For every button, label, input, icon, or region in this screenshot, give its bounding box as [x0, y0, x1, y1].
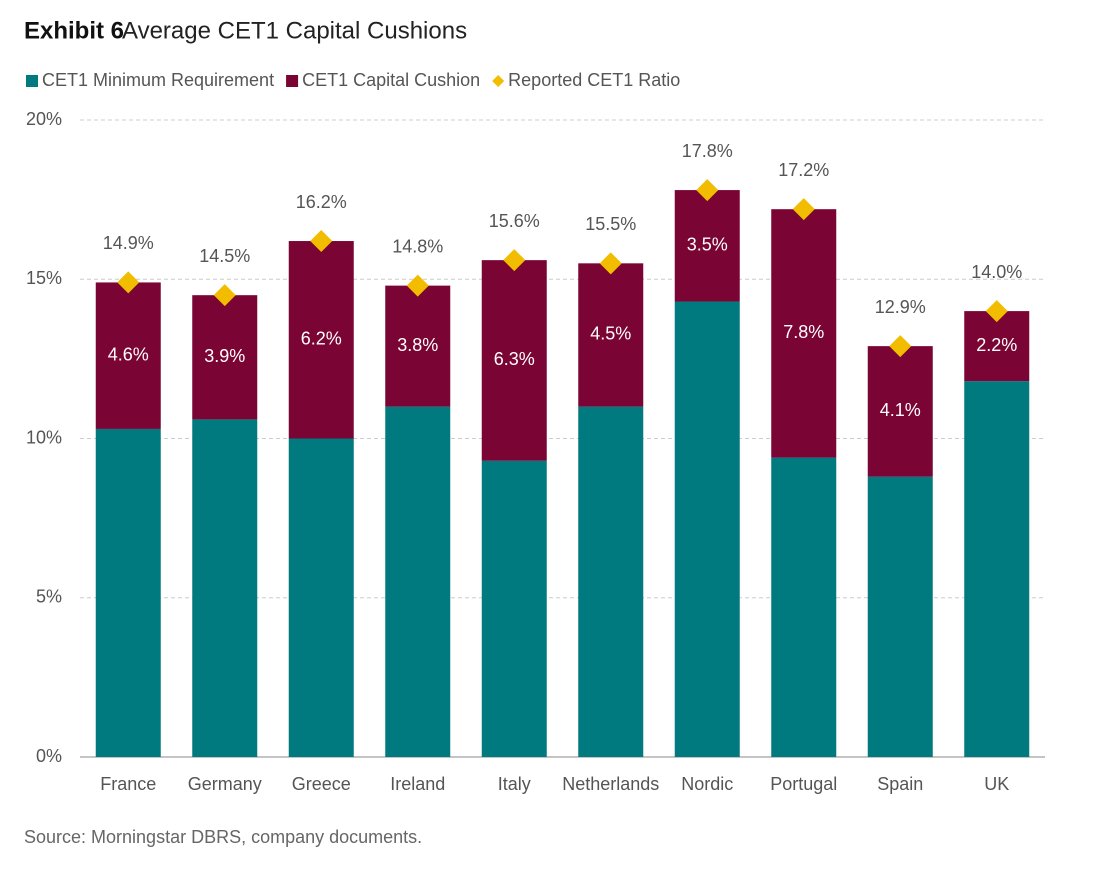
- reported-marker: [117, 271, 140, 294]
- data-label: 6.2%: [301, 329, 342, 349]
- x-tick-label: Spain: [877, 774, 923, 794]
- data-label: 15.6%: [489, 211, 540, 231]
- legend-label: Reported CET1 Ratio: [508, 70, 680, 90]
- x-tick-label: Italy: [498, 774, 531, 794]
- data-label: 16.2%: [296, 192, 347, 212]
- data-label: 14.0%: [971, 262, 1022, 282]
- data-label: 17.8%: [682, 141, 733, 161]
- bar-segment: [385, 406, 451, 757]
- reported-marker: [503, 249, 526, 272]
- data-label: 15.5%: [585, 214, 636, 234]
- bar-segment: [867, 346, 933, 477]
- reported-marker: [985, 300, 1008, 323]
- data-label: 4.6%: [108, 344, 149, 364]
- legend-swatch: [286, 75, 299, 87]
- data-label: 17.2%: [778, 160, 829, 180]
- reported-marker: [213, 284, 236, 307]
- data-label: 3.9%: [204, 346, 245, 366]
- bar-segment: [95, 428, 161, 757]
- x-tick-label: France: [100, 774, 156, 794]
- y-tick-label: 10%: [26, 427, 62, 447]
- x-tick-label: Portugal: [770, 774, 837, 794]
- reported-marker: [696, 179, 719, 202]
- bar-segment: [288, 241, 354, 439]
- chart-title: Average CET1 Capital Cushions: [122, 17, 467, 44]
- reported-marker: [599, 252, 622, 275]
- bar-segment: [674, 190, 740, 302]
- chart-title-prefix: Exhibit 6: [24, 17, 124, 44]
- data-label: 14.9%: [103, 233, 154, 253]
- x-tick-label: Greece: [292, 774, 351, 794]
- y-tick-label: 0%: [36, 746, 62, 766]
- data-label: 12.9%: [875, 297, 926, 317]
- data-label: 14.8%: [392, 236, 443, 256]
- x-tick-label: Germany: [188, 774, 262, 794]
- bar-segment: [964, 311, 1030, 382]
- bar-segment: [578, 263, 644, 407]
- x-tick-label: Netherlands: [562, 774, 659, 794]
- legend-swatch: [26, 75, 38, 87]
- bar-segment: [867, 476, 933, 757]
- legend-swatch: [492, 75, 505, 87]
- x-tick-label: Ireland: [390, 774, 445, 794]
- bar-segment: [385, 285, 451, 407]
- bar-segment: [95, 282, 161, 429]
- bar-segment: [964, 381, 1030, 757]
- data-label: 14.5%: [199, 246, 250, 266]
- y-tick-label: 20%: [26, 109, 62, 129]
- reported-marker: [889, 335, 912, 358]
- y-tick-label: 5%: [36, 587, 62, 607]
- reported-marker: [792, 198, 815, 221]
- data-label: 3.8%: [397, 335, 438, 355]
- bar-segment: [481, 460, 547, 757]
- bar-segment: [674, 301, 740, 757]
- data-label: 4.5%: [590, 324, 631, 344]
- legend-label: CET1 Capital Cushion: [302, 70, 480, 90]
- data-label: 7.8%: [783, 322, 824, 342]
- data-label: 3.5%: [687, 235, 728, 255]
- bar-segment: [771, 457, 837, 757]
- bar-segment: [288, 438, 354, 757]
- bar-segment: [771, 209, 837, 458]
- reported-marker: [310, 230, 333, 253]
- x-tick-label: Nordic: [681, 774, 733, 794]
- y-tick-label: 15%: [26, 268, 62, 288]
- bar-segment: [192, 419, 258, 757]
- bar-segment: [481, 260, 547, 461]
- x-tick-label: UK: [984, 774, 1009, 794]
- data-label: 4.1%: [880, 400, 921, 420]
- data-label: 6.3%: [494, 349, 535, 369]
- bar-segment: [578, 406, 644, 757]
- bar-segment: [192, 295, 258, 420]
- data-label: 2.2%: [976, 335, 1017, 355]
- legend-label: CET1 Minimum Requirement: [42, 70, 274, 90]
- reported-marker: [406, 274, 429, 297]
- source: Source: Morningstar DBRS, company docume…: [24, 827, 422, 847]
